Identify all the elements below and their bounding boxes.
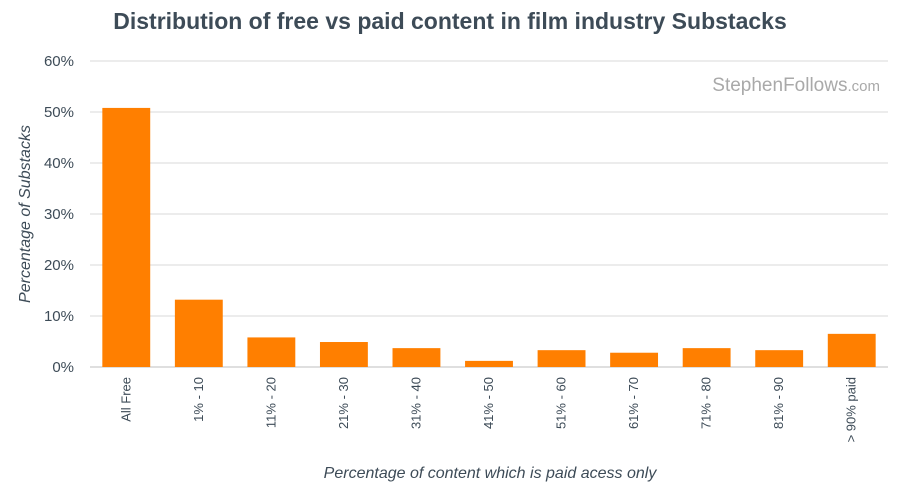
watermark-main: StephenFollows: [712, 75, 847, 96]
chart-title: Distribution of free vs paid content in …: [113, 8, 787, 34]
bar: [827, 333, 876, 367]
bar: [102, 107, 151, 368]
y-tick-label: 40%: [44, 155, 74, 172]
bar: [682, 348, 731, 367]
x-tick-label: 81% - 90: [771, 377, 786, 429]
x-tick-label: All Free: [118, 377, 133, 422]
x-tick-label: 1% - 10: [191, 377, 206, 422]
x-axis-title: Percentage of content which is paid aces…: [324, 465, 658, 482]
y-tick-label: 60%: [44, 53, 74, 70]
watermark-suffix: .com: [847, 78, 880, 95]
x-tick-label: 11% - 20: [263, 377, 278, 428]
bar: [610, 352, 659, 367]
x-tick-label: 21% - 30: [336, 377, 351, 429]
bar: [465, 360, 513, 367]
watermark: StephenFollows.com: [712, 75, 880, 96]
gridlines: [90, 60, 888, 368]
y-tick-label: 30%: [44, 206, 74, 223]
y-tick-label: 50%: [44, 104, 74, 121]
y-axis-ticks: 0% 10% 20% 30% 40% 50% 60%: [44, 53, 74, 376]
x-axis-ticks: All Free 1% - 10 11% - 20 21% - 30 31% - 40 4…: [118, 377, 858, 442]
bar: [392, 348, 441, 367]
bar: [537, 350, 586, 367]
x-tick-label: > 90% paid: [844, 377, 859, 442]
x-tick-label: 31% - 40: [408, 377, 423, 429]
y-axis-title: Percentage of Substacks: [17, 125, 34, 303]
x-tick-label: 71% - 80: [699, 377, 714, 429]
bar: [755, 350, 804, 367]
bar: [174, 299, 223, 367]
x-tick-label: 41% - 50: [481, 377, 496, 429]
x-tick-label: 51% - 60: [554, 377, 569, 429]
y-tick-label: 0%: [52, 359, 74, 376]
bar: [247, 337, 296, 367]
x-tick-label: 61% - 70: [626, 377, 641, 429]
bar: [319, 342, 368, 367]
y-tick-label: 10%: [44, 308, 74, 325]
y-tick-label: 20%: [44, 257, 74, 274]
bars: [102, 107, 876, 368]
